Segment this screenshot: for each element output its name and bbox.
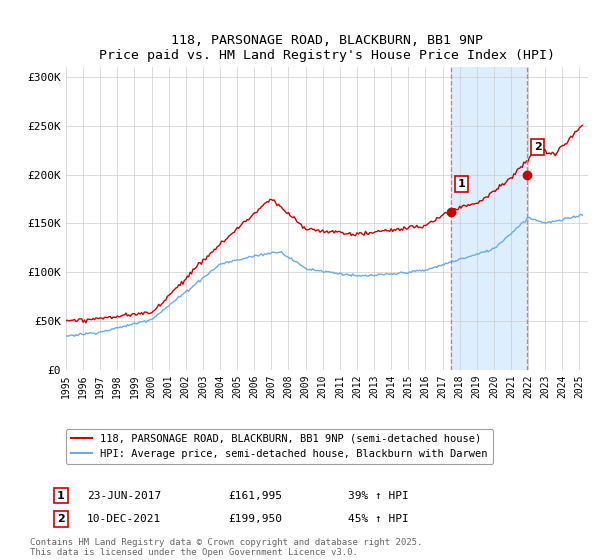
Text: 2: 2 xyxy=(534,142,542,152)
Text: £161,995: £161,995 xyxy=(228,491,282,501)
Text: £199,950: £199,950 xyxy=(228,514,282,524)
Text: 10-DEC-2021: 10-DEC-2021 xyxy=(87,514,161,524)
Text: 39% ↑ HPI: 39% ↑ HPI xyxy=(348,491,409,501)
Text: Contains HM Land Registry data © Crown copyright and database right 2025.
This d: Contains HM Land Registry data © Crown c… xyxy=(30,538,422,557)
Title: 118, PARSONAGE ROAD, BLACKBURN, BB1 9NP
Price paid vs. HM Land Registry's House : 118, PARSONAGE ROAD, BLACKBURN, BB1 9NP … xyxy=(99,34,555,62)
Text: 45% ↑ HPI: 45% ↑ HPI xyxy=(348,514,409,524)
Bar xyxy=(451,67,527,370)
Text: 1: 1 xyxy=(457,179,465,189)
Text: 2: 2 xyxy=(57,514,65,524)
Text: 1: 1 xyxy=(57,491,65,501)
Text: 23-JUN-2017: 23-JUN-2017 xyxy=(87,491,161,501)
Legend: 118, PARSONAGE ROAD, BLACKBURN, BB1 9NP (semi-detached house), HPI: Average pric: 118, PARSONAGE ROAD, BLACKBURN, BB1 9NP … xyxy=(66,428,493,464)
